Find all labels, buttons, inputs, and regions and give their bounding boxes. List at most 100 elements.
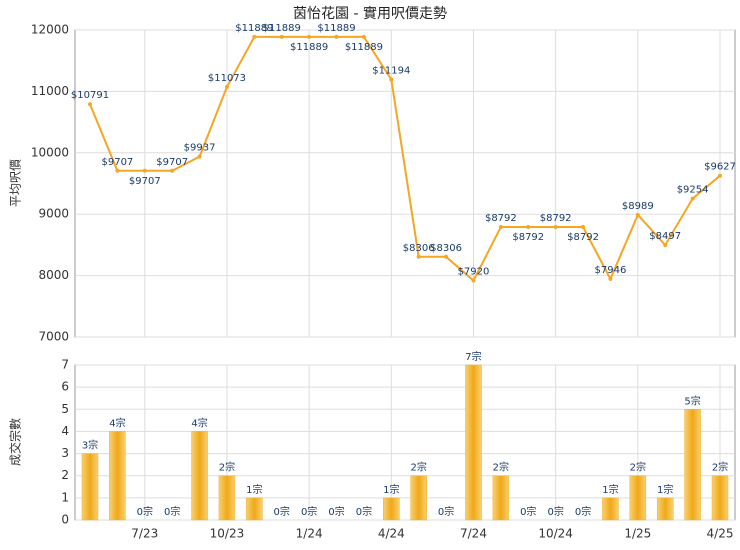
point — [526, 224, 531, 229]
point — [581, 224, 586, 229]
point — [224, 84, 229, 89]
value-label: $11889 — [263, 23, 301, 34]
bar — [383, 497, 400, 521]
bar — [465, 364, 482, 521]
value-label: $11889 — [290, 42, 328, 53]
value-label: $8792 — [485, 213, 517, 224]
x-tick-label: 7/24 — [460, 527, 487, 541]
point — [416, 254, 421, 259]
y-tick-label: 4 — [61, 424, 69, 438]
value-label: $9707 — [101, 157, 133, 168]
value-label: 2宗 — [219, 461, 235, 474]
point — [389, 77, 394, 82]
value-label: $11073 — [208, 73, 246, 84]
point — [197, 154, 202, 159]
bar — [109, 431, 126, 521]
value-label: 1宗 — [602, 483, 618, 496]
y-tick-label: 8000 — [38, 268, 69, 282]
point — [142, 168, 147, 173]
y-tick-label: 10000 — [31, 145, 69, 159]
plot-area — [74, 29, 736, 338]
value-label: 0宗 — [137, 505, 153, 518]
value-label: 0宗 — [356, 505, 372, 518]
value-label: 5宗 — [684, 394, 700, 407]
value-label: 4宗 — [191, 416, 207, 429]
bar — [602, 497, 619, 521]
bar — [656, 497, 674, 521]
value-label: 0宗 — [164, 505, 180, 518]
plot-area — [74, 364, 736, 521]
y-tick-label: 1 — [61, 490, 69, 504]
value-label: $11194 — [372, 65, 410, 76]
point — [115, 168, 120, 173]
value-label: 2宗 — [411, 461, 427, 474]
value-label: $8792 — [567, 232, 599, 243]
value-label: $11889 — [345, 42, 383, 53]
bar — [246, 497, 263, 521]
value-label: 0宗 — [520, 505, 536, 518]
point — [718, 173, 722, 178]
point — [498, 224, 503, 229]
value-label: $9937 — [184, 143, 216, 154]
y-tick-label: 2 — [61, 468, 69, 482]
y-tick-label: 0 — [61, 513, 69, 527]
y-axis-label: 成交宗數 — [8, 418, 23, 466]
point — [88, 102, 92, 107]
x-tick-label: 7/23 — [131, 527, 158, 541]
y-axis-label: 平均呎價 — [9, 159, 23, 207]
x-tick-label: 10/24 — [538, 527, 573, 541]
value-label: 1宗 — [246, 483, 262, 496]
value-label: 0宗 — [575, 505, 591, 518]
point — [361, 34, 366, 39]
point — [553, 224, 558, 229]
value-label: 3宗 — [82, 439, 98, 452]
value-label: 0宗 — [274, 505, 290, 518]
point — [307, 34, 312, 39]
value-label: 0宗 — [438, 505, 454, 518]
bar — [684, 409, 701, 521]
x-tick-label: 4/24 — [378, 527, 405, 541]
value-label: 2宗 — [493, 461, 509, 474]
y-tick-label: 3 — [61, 446, 69, 460]
y-tick-label: 11000 — [31, 84, 69, 98]
point — [690, 196, 695, 201]
x-tick-label: 10/23 — [210, 527, 245, 541]
value-label: $8792 — [512, 232, 544, 243]
bar — [492, 475, 510, 521]
point — [334, 34, 339, 39]
value-label: $10791 — [71, 90, 109, 101]
value-label: $8792 — [540, 213, 572, 224]
value-label: $9707 — [129, 176, 161, 187]
point — [252, 34, 257, 39]
value-label: 4宗 — [109, 416, 125, 429]
point — [170, 168, 175, 173]
point — [635, 212, 640, 217]
y-tick-label: 9000 — [38, 207, 69, 221]
value-label: 0宗 — [328, 505, 344, 518]
value-label: $9627 — [704, 162, 736, 173]
value-label: 7宗 — [465, 350, 481, 363]
bar — [81, 453, 99, 521]
value-label: $11889 — [235, 23, 273, 34]
value-label: $7920 — [458, 267, 490, 278]
bar — [711, 475, 729, 521]
value-label: $9707 — [156, 157, 188, 168]
y-tick-label: 6 — [61, 380, 69, 394]
value-label: 2宗 — [630, 461, 646, 474]
value-label: 2宗 — [712, 461, 728, 474]
bar — [410, 475, 427, 521]
value-label: $8989 — [622, 201, 654, 212]
chart-title: 茵怡花園 - 實用呎價走勢 — [293, 5, 447, 22]
value-label: $9254 — [677, 185, 709, 196]
point — [471, 278, 476, 283]
y-tick-label: 5 — [61, 402, 69, 416]
y-tick-label: 12000 — [31, 23, 69, 37]
point — [279, 34, 284, 39]
point — [608, 276, 613, 281]
point — [444, 254, 449, 259]
value-label: 1宗 — [383, 483, 399, 496]
x-tick-label: 1/24 — [296, 527, 323, 541]
value-label: 0宗 — [547, 505, 563, 518]
value-label: $8306 — [430, 243, 462, 254]
